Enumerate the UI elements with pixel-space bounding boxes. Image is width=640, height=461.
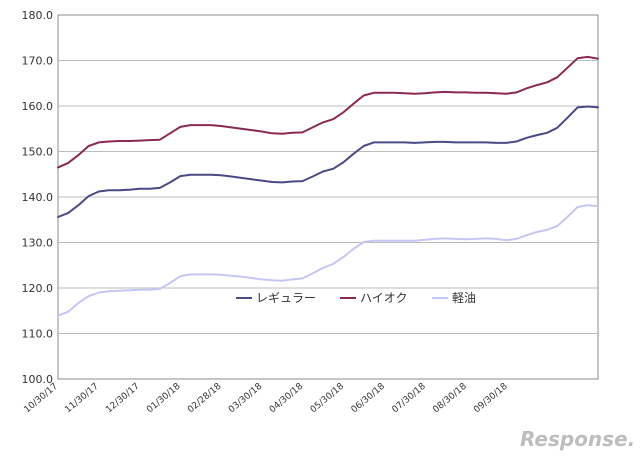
x-tick-label: 01/30/18 <box>145 381 183 415</box>
x-tick-label: 07/30/18 <box>390 381 428 415</box>
y-tick-label: 110.0 <box>22 328 54 341</box>
watermark-text: Response. <box>520 427 635 451</box>
y-tick-label: 120.0 <box>22 282 54 295</box>
x-tick-label: 10/30/17 <box>23 382 60 416</box>
x-tick-label: 02/28/18 <box>186 381 224 415</box>
y-tick-label: 170.0 <box>22 55 54 68</box>
x-tick-label: 03/30/18 <box>227 381 265 415</box>
series-line-0 <box>57 105 599 218</box>
legend: レギュラー ハイオク 軽油 <box>236 291 476 305</box>
x-tick-label: 08/30/18 <box>431 381 469 415</box>
y-tick-label: 150.0 <box>22 146 54 159</box>
x-tick-label: 06/30/18 <box>350 381 388 415</box>
series-lines <box>57 55 599 317</box>
y-tick-label: 140.0 <box>22 191 54 204</box>
y-axis: 100.0 110.0 120.0 130.0 140.0 150.0 160.0 170.0… <box>22 9 54 386</box>
y-tick-label: 180.0 <box>22 9 54 22</box>
x-tick-label: 09/30/18 <box>472 381 510 415</box>
x-tick-label: 11/30/17 <box>63 382 100 416</box>
gridlines <box>58 60 598 334</box>
legend-label: ハイオク <box>360 291 408 305</box>
x-tick-label: 04/30/18 <box>268 381 306 415</box>
legend-label: レギュラー <box>256 291 316 305</box>
y-tick-label: 160.0 <box>22 100 54 113</box>
series-line-2 <box>57 204 599 317</box>
x-axis: 10/30/17 11/30/17 12/30/17 01/30/18 02/28/18… <box>23 381 510 415</box>
x-tick-label: 12/30/17 <box>104 382 141 416</box>
series-line-1 <box>57 55 599 169</box>
legend-label: 軽油 <box>452 291 476 305</box>
y-tick-label: 130.0 <box>22 237 54 250</box>
x-tick-label: 05/30/18 <box>309 381 347 415</box>
watermark-logo: Response. <box>520 427 635 451</box>
y-tick-label: 100.0 <box>22 373 54 386</box>
